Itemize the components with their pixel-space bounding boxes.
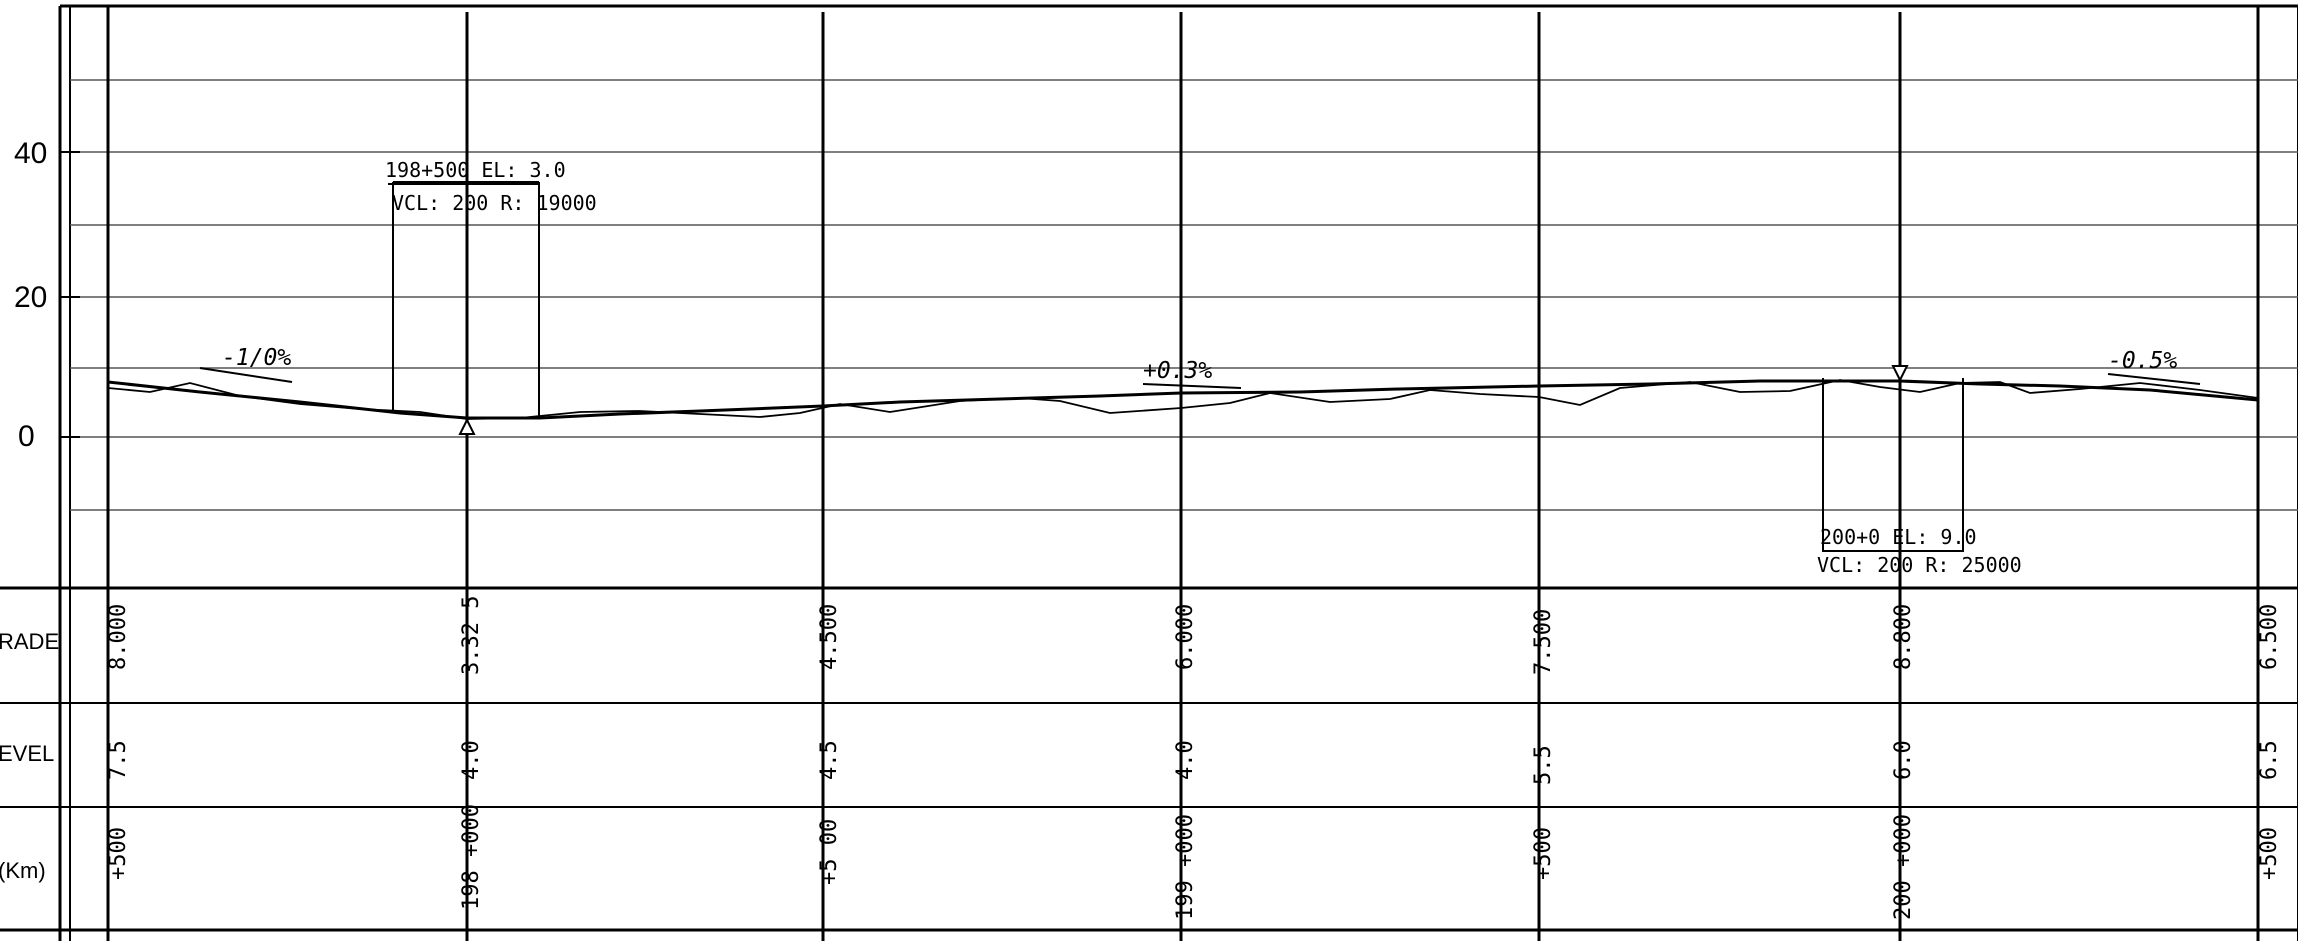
level-cell: 4.0	[459, 740, 484, 780]
station-lines	[106, 6, 2260, 941]
curve-2-line2: VCL: 200 R: 25000	[1817, 553, 2022, 577]
grade-cell: 3.32 5	[459, 596, 484, 675]
grade-cell: 8.800	[1891, 604, 1916, 670]
row-label-chainage: (Km)	[0, 858, 46, 883]
level-cell: 6.0	[1891, 740, 1916, 780]
level-cell: 6.5	[2257, 740, 2282, 780]
level-cell: 7.5	[106, 740, 131, 780]
grade-cell: 4.500	[817, 604, 842, 670]
chainage-cell: +500	[2257, 827, 2282, 880]
chainage-cell: +5 00	[817, 819, 842, 885]
curve-1-marker	[388, 181, 540, 435]
row-label-level: EVEL	[0, 741, 54, 766]
table-cells: 8.000 7.5 +500 3.32 5 4.0 198 +000 4.500…	[106, 596, 2282, 920]
curve-2-line1: 200+0 EL: 9.0	[1820, 525, 1977, 549]
station-3: 6.000 4.0 199 +000	[1173, 604, 1198, 920]
grade-arrows	[199, 367, 2201, 389]
grade-cell: 8.000	[106, 604, 131, 670]
grade-label-1: -1/0%	[222, 345, 291, 371]
plot-gridlines	[70, 79, 2298, 511]
station-0: 8.000 7.5 +500	[106, 604, 131, 880]
grade-cell: 6.500	[2257, 604, 2282, 670]
chainage-cell: +500	[106, 827, 131, 880]
y-label-40: 40	[14, 137, 47, 170]
chainage-cell: 198 +000	[459, 804, 484, 910]
chainage-cell: +500	[1531, 827, 1556, 880]
y-label-20: 20	[14, 281, 47, 314]
grade-label-3: -0.5%	[2108, 348, 2177, 374]
level-cell: 4.5	[817, 740, 842, 780]
curve-1-line2: VCL: 200 R: 19000	[392, 191, 597, 215]
curve-2-marker	[1822, 365, 1964, 552]
level-cell: 4.0	[1173, 740, 1198, 780]
station-5: 8.800 6.0 200 +000	[1891, 604, 1916, 920]
chainage-cell: 200 +000	[1891, 814, 1916, 920]
station-6: 6.500 6.5 +500	[2257, 604, 2282, 880]
grade-cell: 7.500	[1531, 609, 1556, 675]
y-label-0: 0	[18, 420, 35, 453]
chainage-cell: 199 +000	[1173, 814, 1198, 920]
station-1: 3.32 5 4.0 198 +000	[459, 596, 484, 910]
station-4: 7.500 5.5 +500	[1531, 609, 1556, 880]
station-2: 4.500 4.5 +5 00	[817, 604, 842, 885]
grade-label-2: +0.3%	[1143, 358, 1212, 384]
curve-1-line1: 198+500 EL: 3.0	[385, 158, 566, 182]
level-cell: 5.5	[1531, 745, 1556, 785]
grade-cell: 6.000	[1173, 604, 1198, 670]
row-label-grade: RADE	[0, 629, 59, 654]
